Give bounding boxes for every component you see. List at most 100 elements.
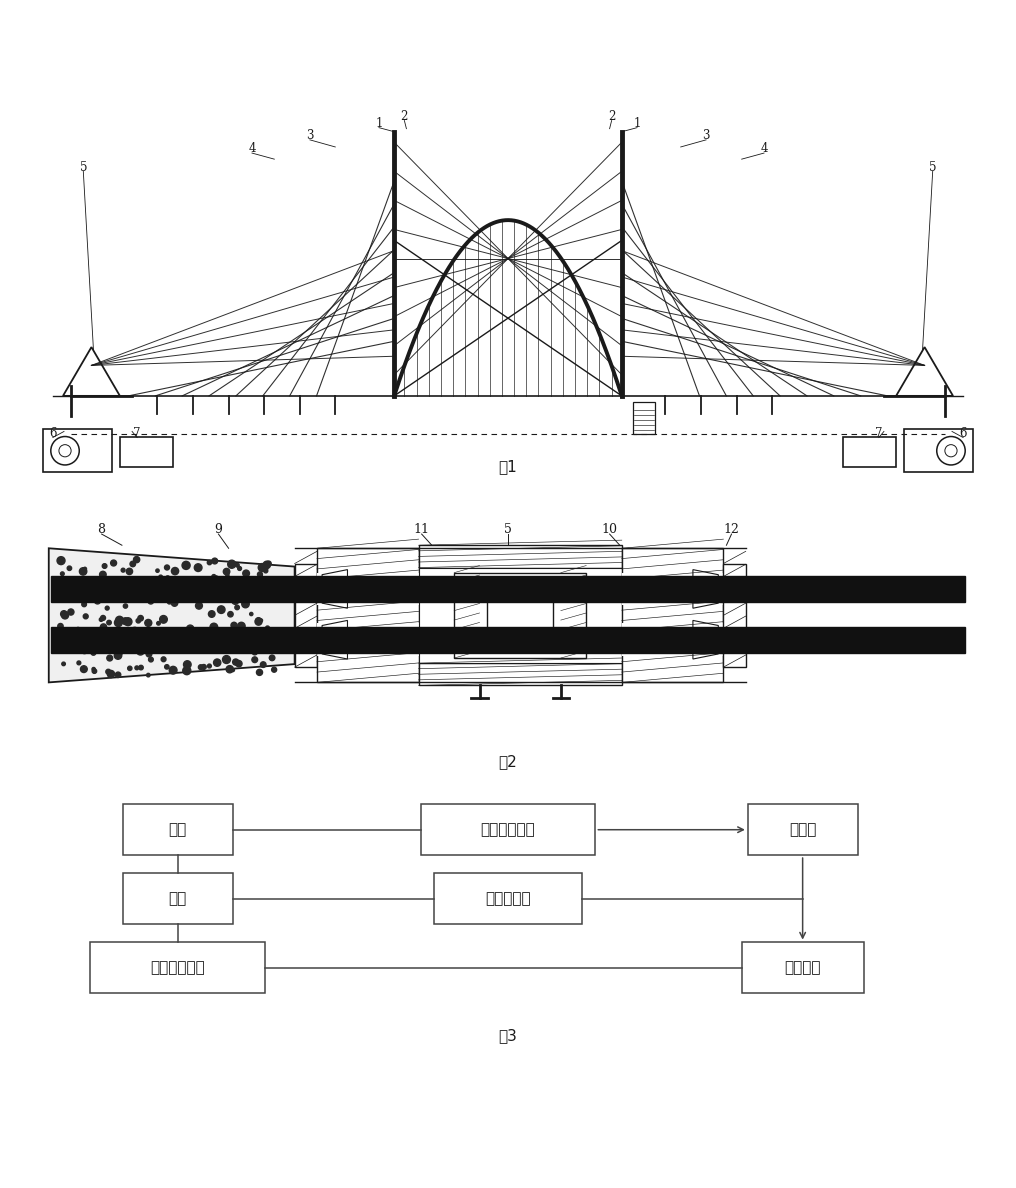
Circle shape xyxy=(76,627,80,631)
Circle shape xyxy=(187,632,192,637)
Circle shape xyxy=(130,561,135,567)
Circle shape xyxy=(142,631,147,637)
Circle shape xyxy=(229,589,233,593)
Circle shape xyxy=(135,666,139,670)
Circle shape xyxy=(135,630,142,637)
Circle shape xyxy=(271,668,276,672)
Circle shape xyxy=(116,617,124,624)
Bar xyxy=(622,549,723,682)
Circle shape xyxy=(259,574,262,577)
Circle shape xyxy=(90,586,98,593)
Circle shape xyxy=(128,666,132,670)
Circle shape xyxy=(177,596,181,600)
Circle shape xyxy=(269,655,275,661)
Bar xyxy=(622,573,723,605)
Circle shape xyxy=(252,577,256,581)
Bar xyxy=(123,804,233,855)
Circle shape xyxy=(61,611,67,618)
Circle shape xyxy=(106,579,113,586)
Text: 11: 11 xyxy=(414,524,430,537)
Circle shape xyxy=(228,561,236,568)
Circle shape xyxy=(243,570,250,576)
Circle shape xyxy=(217,594,224,600)
Circle shape xyxy=(101,615,106,620)
Circle shape xyxy=(170,579,178,586)
Bar xyxy=(633,402,655,435)
Circle shape xyxy=(123,604,128,608)
Bar xyxy=(123,873,233,924)
Circle shape xyxy=(68,609,74,615)
Circle shape xyxy=(182,561,190,569)
Circle shape xyxy=(267,580,274,587)
Circle shape xyxy=(140,644,144,649)
Circle shape xyxy=(80,665,87,672)
Bar xyxy=(488,583,553,645)
Bar xyxy=(622,624,723,656)
Circle shape xyxy=(212,575,215,579)
Polygon shape xyxy=(693,569,718,608)
Circle shape xyxy=(148,599,153,604)
Text: 穿心式千斤顶: 穿心式千斤顶 xyxy=(150,960,205,975)
Circle shape xyxy=(210,596,214,600)
Circle shape xyxy=(166,576,170,580)
Circle shape xyxy=(227,665,234,672)
Circle shape xyxy=(168,600,172,604)
Bar xyxy=(295,563,317,668)
Circle shape xyxy=(83,614,88,619)
Text: 力值传感器: 力值传感器 xyxy=(486,891,530,906)
Text: 4: 4 xyxy=(760,143,768,156)
Circle shape xyxy=(252,650,257,655)
Circle shape xyxy=(235,605,240,609)
Circle shape xyxy=(114,652,122,659)
Circle shape xyxy=(92,668,96,671)
Text: 图3: 图3 xyxy=(499,1029,517,1043)
Circle shape xyxy=(207,664,211,668)
Circle shape xyxy=(201,664,206,669)
Circle shape xyxy=(115,619,122,626)
Circle shape xyxy=(184,632,192,640)
Circle shape xyxy=(165,589,170,594)
Text: 4: 4 xyxy=(248,143,256,156)
Text: 风缆: 风缆 xyxy=(169,891,187,906)
Circle shape xyxy=(127,638,131,643)
Circle shape xyxy=(62,612,68,619)
Circle shape xyxy=(123,584,129,590)
Bar xyxy=(742,942,864,993)
Circle shape xyxy=(108,670,115,677)
Text: 3: 3 xyxy=(306,129,314,143)
Circle shape xyxy=(210,624,217,631)
Circle shape xyxy=(173,639,180,645)
Bar xyxy=(317,573,419,605)
Circle shape xyxy=(262,565,268,571)
Circle shape xyxy=(184,661,191,669)
Circle shape xyxy=(116,620,121,625)
Circle shape xyxy=(216,639,225,646)
Circle shape xyxy=(107,620,112,625)
Circle shape xyxy=(172,568,179,575)
Circle shape xyxy=(61,571,64,576)
Circle shape xyxy=(122,618,129,625)
Circle shape xyxy=(203,576,209,583)
Text: 1: 1 xyxy=(633,118,641,131)
Circle shape xyxy=(100,571,106,577)
Circle shape xyxy=(62,642,66,646)
Circle shape xyxy=(235,661,240,665)
Circle shape xyxy=(183,666,191,675)
Circle shape xyxy=(199,587,202,590)
Text: 1: 1 xyxy=(375,118,383,131)
Circle shape xyxy=(178,636,181,639)
Circle shape xyxy=(109,582,113,586)
Circle shape xyxy=(96,586,101,592)
Text: 8: 8 xyxy=(98,524,106,537)
Circle shape xyxy=(172,600,178,606)
Text: 5: 5 xyxy=(504,524,512,537)
Circle shape xyxy=(236,563,239,567)
Bar xyxy=(317,549,419,682)
Circle shape xyxy=(191,632,199,640)
Circle shape xyxy=(250,612,253,615)
Circle shape xyxy=(107,656,113,661)
Circle shape xyxy=(105,632,110,638)
Circle shape xyxy=(173,644,178,650)
Circle shape xyxy=(138,615,143,621)
Circle shape xyxy=(264,569,268,573)
